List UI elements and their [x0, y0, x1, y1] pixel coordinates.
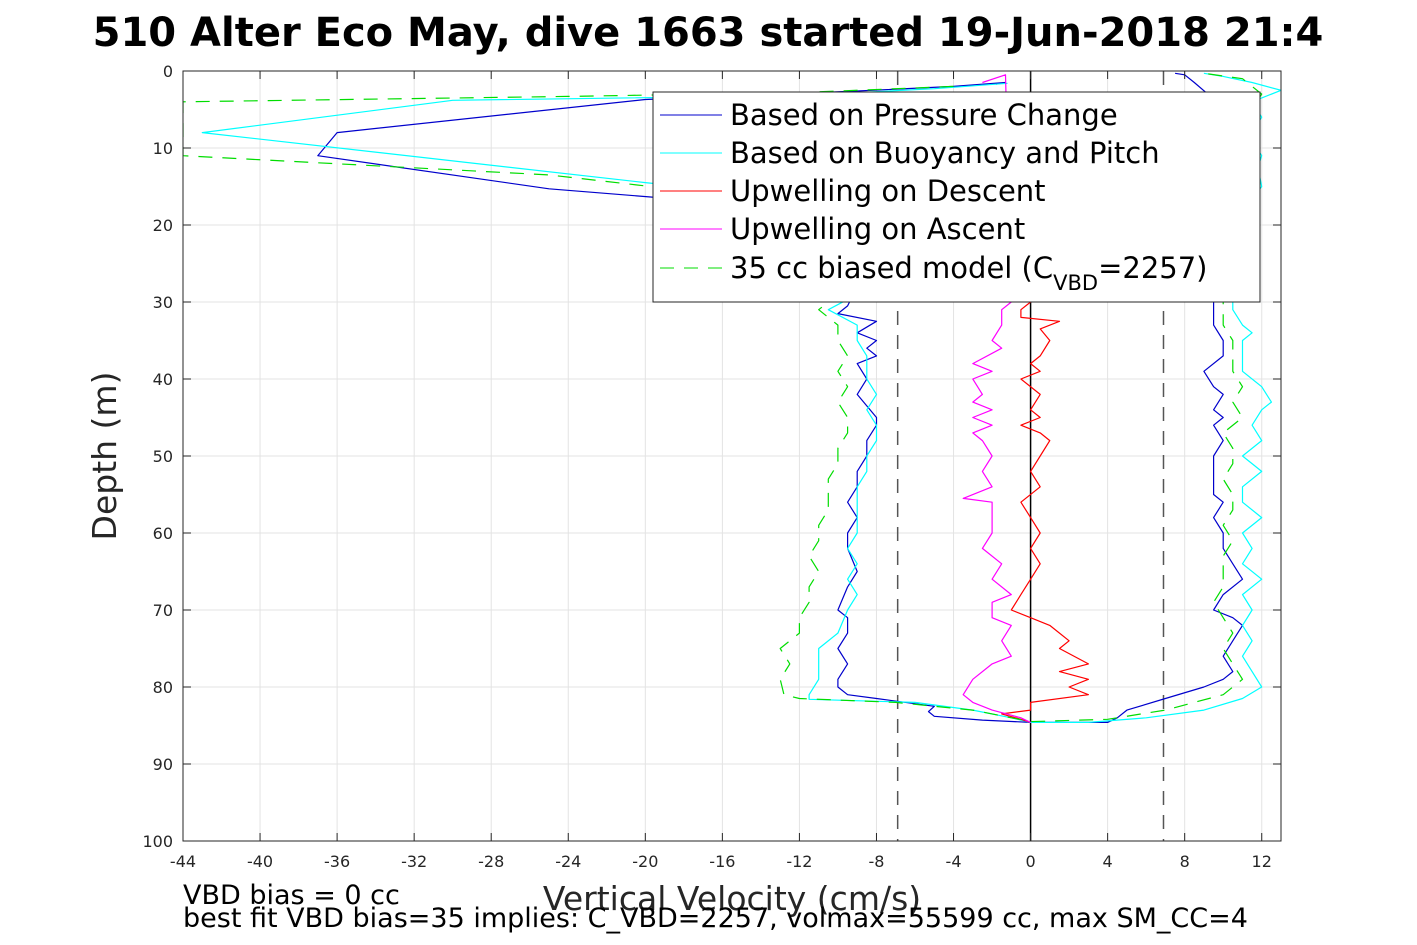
y-axis: 0 10 20 30 40 50 60 70 80 90 100: [142, 62, 1281, 851]
legend-label-buoyancy: Based on Buoyancy and Pitch: [730, 136, 1160, 170]
x-tick-label: -28: [478, 852, 504, 871]
legend-label-ascent: Upwelling on Ascent: [730, 212, 1025, 246]
legend: Based on Pressure Change Based on Buoyan…: [652, 91, 1261, 303]
x-tick-label: -40: [247, 852, 273, 871]
x-axis-label: Vertical Velocity (cm/s): [543, 879, 921, 918]
x-axis: -44 -40 -36 -32 -28 -24 -20 -16 -12 -8 -4 0 4 8 12: [170, 71, 1272, 871]
x-tick-label: -16: [709, 852, 735, 871]
y-tick-label: 80: [153, 678, 173, 697]
footer-best-fit: best fit VBD bias=35 implies: C_VBD=2257…: [183, 903, 1248, 934]
y-tick-label: 40: [153, 370, 173, 389]
y-tick-label: 0: [163, 62, 173, 81]
y-tick-label: 100: [142, 832, 173, 851]
x-tick-label: -36: [324, 852, 350, 871]
x-tick-label: -12: [786, 852, 812, 871]
y-tick-label: 60: [153, 524, 173, 543]
legend-label-model-tail: =2257): [1098, 251, 1207, 285]
legend-label-model: 35 cc biased model (CVBD=2257): [730, 251, 1208, 295]
series-line-2: [1001, 301, 1090, 723]
y-tick-label: 70: [153, 601, 173, 620]
x-tick-label: -8: [868, 852, 884, 871]
legend-label-model-main: 35 cc biased model (C: [730, 251, 1053, 285]
y-tick-label: 10: [153, 139, 173, 158]
x-tick-label: -24: [555, 852, 581, 871]
legend-label-model-sub: VBD: [1053, 271, 1098, 295]
x-tick-label: 12: [1252, 852, 1272, 871]
x-tick-label: -44: [170, 852, 196, 871]
y-axis-label: Depth (m): [85, 372, 124, 541]
legend-label-pressure: Based on Pressure Change: [730, 98, 1118, 132]
x-tick-label: 4: [1103, 852, 1113, 871]
series-line-1: [201, 72, 1281, 724]
x-tick-label: -20: [632, 852, 658, 871]
y-tick-label: 90: [153, 755, 173, 774]
x-tick-label: 0: [1025, 852, 1035, 871]
y-tick-label: 30: [153, 293, 173, 312]
series-line-4: [183, 72, 1263, 723]
y-tick-label: 20: [153, 216, 173, 235]
chart-title: 510 Alter Eco May, dive 1663 started 19-…: [93, 10, 1324, 56]
legend-label-descent: Upwelling on Descent: [730, 174, 1046, 208]
x-tick-label: -32: [401, 852, 427, 871]
series-line-3: [962, 74, 1031, 723]
legend-box: [652, 91, 1261, 303]
x-tick-label: 8: [1180, 852, 1190, 871]
footer-vbd-bias: VBD bias = 0 cc: [183, 880, 400, 911]
x-tick-label: -4: [946, 852, 962, 871]
y-tick-label: 50: [153, 447, 173, 466]
